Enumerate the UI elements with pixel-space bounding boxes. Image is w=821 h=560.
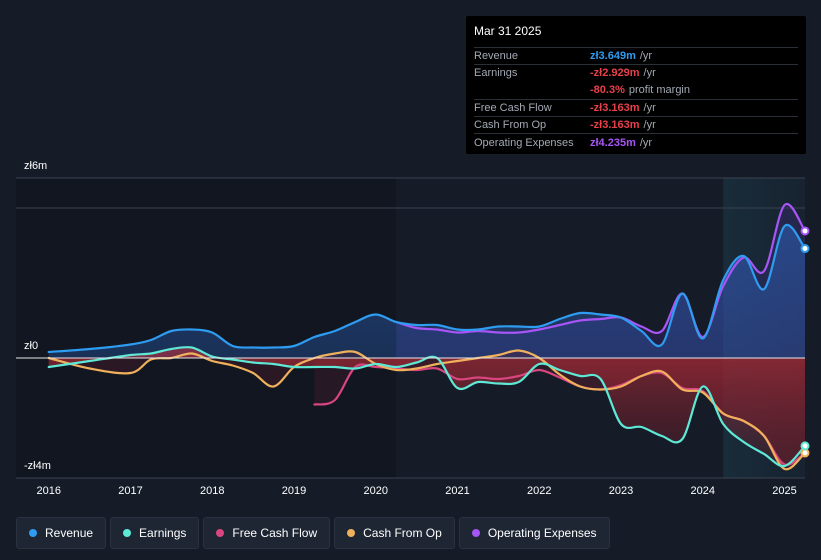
chart-legend: Revenue Earnings Free Cash Flow Cash Fro…: [16, 517, 610, 549]
tooltip-row-free-cash-flow: Free Cash Flow -zł3.163m /yr: [474, 98, 798, 116]
legend-item-earnings[interactable]: Earnings: [110, 517, 200, 549]
legend-label: Revenue: [45, 526, 94, 540]
tooltip-suffix: /yr: [639, 136, 653, 149]
x-tick-label: 2021: [445, 485, 470, 497]
tooltip-row-cash-from-op: Cash From Op -zł3.163m /yr: [474, 116, 798, 133]
tooltip-label: Free Cash Flow: [474, 102, 552, 115]
tooltip-value: -80.3%: [590, 84, 625, 97]
legend-label: Operating Expenses: [487, 526, 597, 540]
y-tick-label-bottom: -zł4m: [24, 460, 51, 472]
legend-item-operating-expenses[interactable]: Operating Expenses: [458, 517, 610, 549]
legend-item-revenue[interactable]: Revenue: [16, 517, 107, 549]
data-tooltip: Mar 31 2025 Revenue zł3.649m /yr Earning…: [466, 16, 806, 154]
earnings-end-point: [800, 441, 810, 451]
revenue-area: [48, 224, 805, 358]
tooltip-value: zł3.649m: [590, 50, 636, 63]
tooltip-value: -zł2.929m: [590, 67, 640, 80]
x-tick-label: 2019: [281, 485, 307, 497]
tooltip-label: Cash From Op: [474, 119, 547, 132]
revenue-line: [47, 223, 807, 354]
legend-label: Free Cash Flow: [232, 526, 318, 540]
legend-label: Earnings: [139, 526, 187, 540]
tooltip-value: -zł3.163m: [590, 119, 640, 132]
revenue-end-point: [800, 244, 810, 254]
tooltip-suffix: /yr: [643, 102, 656, 115]
operating-expenses-line: [395, 202, 807, 339]
y-tick-label-top: zł6m: [24, 160, 48, 172]
tooltip-label: Earnings: [474, 67, 518, 80]
tooltip-value: -zł3.163m: [590, 102, 640, 115]
x-tick-label: 2025: [772, 485, 797, 497]
revenue-dot-icon: [29, 529, 37, 537]
cash-from-op-dot-icon: [347, 529, 356, 537]
tooltip-suffix: /yr: [643, 67, 656, 80]
operating-expenses-end-point: [800, 226, 810, 236]
tooltip-label: Operating Expenses: [474, 136, 574, 149]
x-tick-label: 2016: [36, 485, 61, 497]
tooltip-suffix: /yr: [639, 50, 653, 63]
tooltip-value: zł4.235m: [590, 136, 636, 149]
tooltip-row-earnings: Earnings -zł2.929m /yr: [474, 64, 798, 81]
tooltip-row-revenue: Revenue zł3.649m /yr: [474, 47, 798, 64]
x-tick-label: 2020: [363, 485, 388, 497]
tooltip-date: Mar 31 2025: [474, 24, 542, 38]
x-tick-label: 2018: [199, 485, 225, 497]
y-tick-label-zero: zł0: [24, 340, 39, 352]
x-tick-label: 2017: [118, 485, 143, 497]
earnings-area: [48, 347, 805, 467]
x-tick-label: 2024: [690, 485, 716, 497]
cash-from-op-end-point: [800, 448, 810, 458]
tooltip-label: Revenue: [474, 50, 519, 63]
tooltip-suffix: profit margin: [628, 84, 690, 97]
tooltip-row-operating-expenses: Operating Expenses zł4.235m /yr: [474, 133, 798, 150]
x-tick-label: 2022: [527, 485, 552, 497]
earnings-dot-icon: [123, 529, 132, 537]
earnings-line: [47, 345, 807, 468]
free-cash-flow-dot-icon: [216, 529, 225, 537]
operating-expenses-dot-icon: [471, 529, 480, 537]
legend-item-cash-from-op[interactable]: Cash From Op: [334, 517, 455, 549]
tooltip-row-profit-margin: -80.3% profit margin: [474, 82, 798, 99]
cash-from-op-line: [47, 349, 807, 471]
past-data-shade: [16, 178, 397, 478]
tooltip-suffix: /yr: [643, 119, 656, 132]
x-tick-label: 2023: [608, 485, 634, 497]
legend-label: Cash From Op: [363, 526, 442, 540]
legend-item-free-cash-flow[interactable]: Free Cash Flow: [203, 517, 331, 549]
